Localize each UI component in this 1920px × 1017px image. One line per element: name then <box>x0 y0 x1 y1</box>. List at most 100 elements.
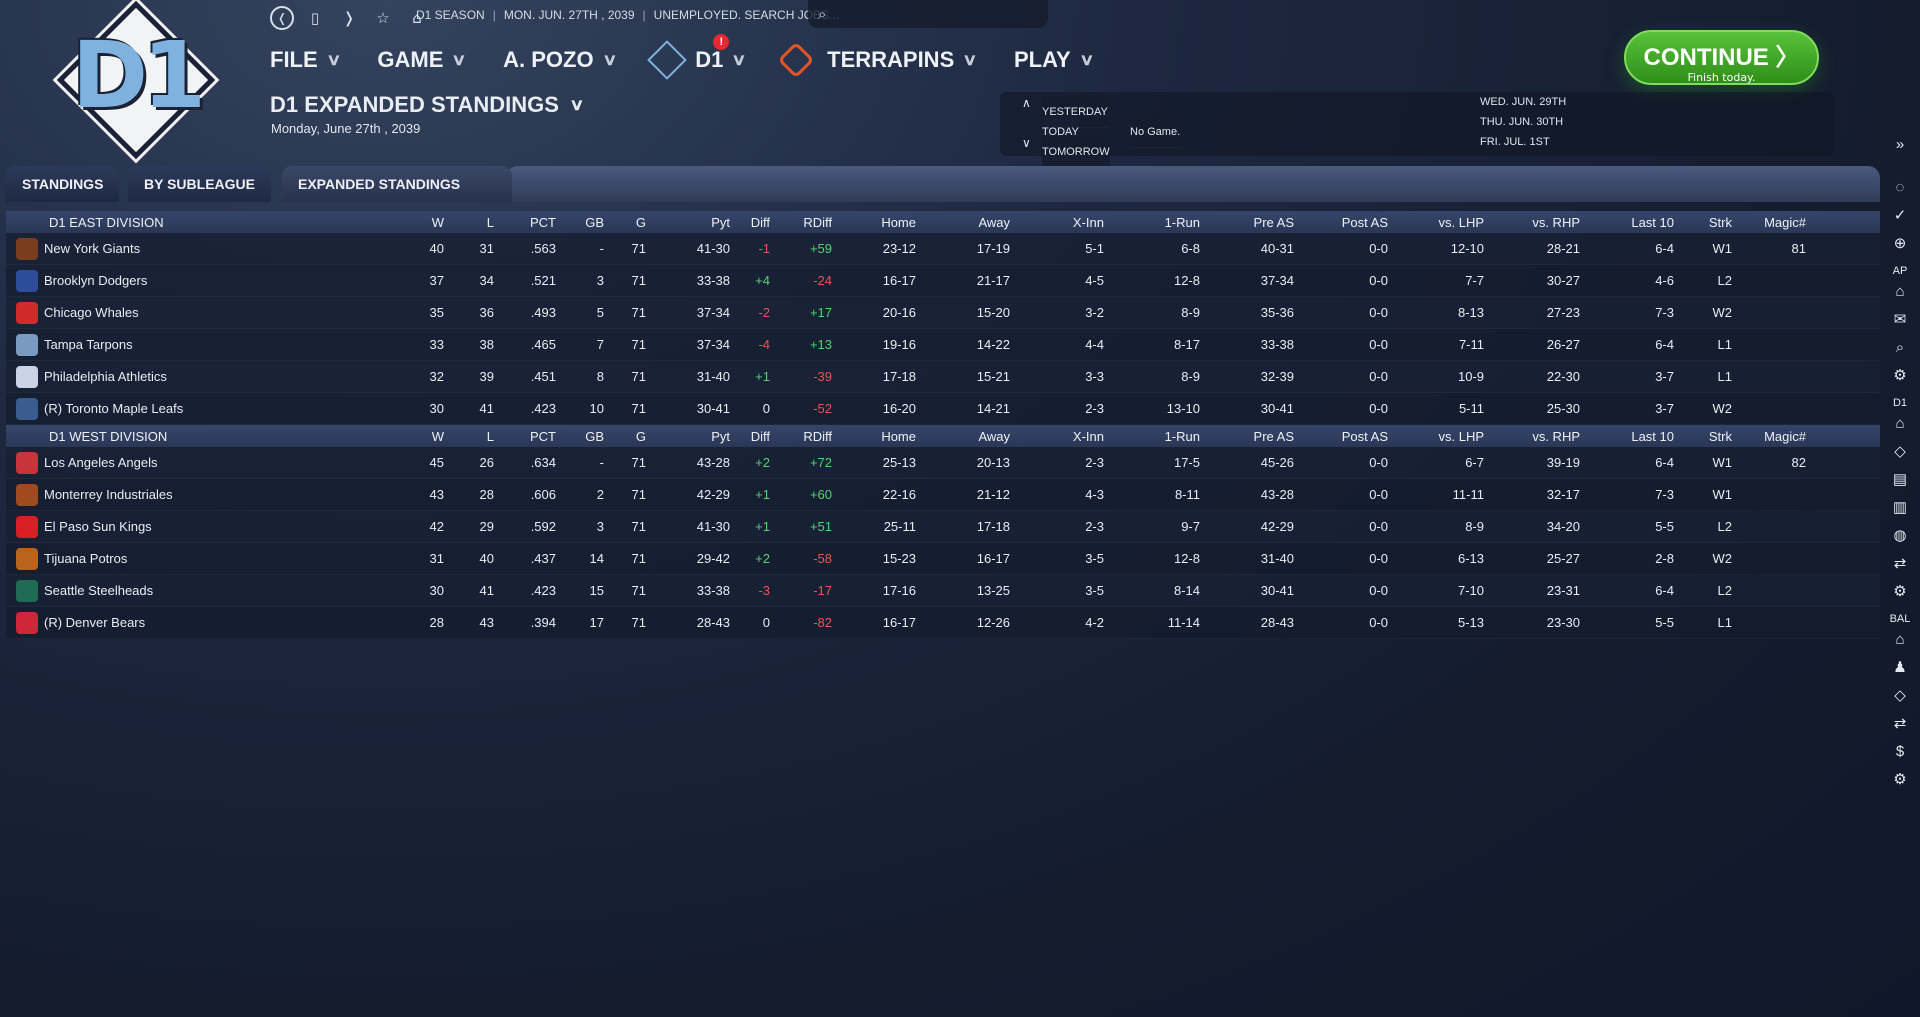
team-name-link[interactable]: Tijuana Potros <box>44 551 128 566</box>
column-header[interactable]: W <box>431 214 444 230</box>
team-name-link[interactable]: Tampa Tarpons <box>44 337 133 352</box>
column-header[interactable]: G <box>635 214 646 230</box>
gear-icon[interactable]: ⚙ <box>1893 771 1907 788</box>
column-header[interactable]: 1-Run <box>1164 428 1200 444</box>
column-header[interactable]: W <box>431 428 444 444</box>
column-header[interactable]: Diff <box>750 428 770 444</box>
team-name-link[interactable]: New York Giants <box>44 241 141 256</box>
menu-manager[interactable]: A. POZO ∨ <box>503 47 617 73</box>
column-header[interactable]: 1-Run <box>1164 214 1200 230</box>
home-icon[interactable]: ⌂ <box>412 9 422 27</box>
table-row[interactable]: Seattle Steelheads 30 41 .423 15 71 33-38 -3 -17… <box>6 575 1880 607</box>
table-row[interactable]: Tampa Tarpons 33 38 .465 7 71 37-34 -4 +13 19-16 1… <box>6 329 1880 361</box>
column-header[interactable]: L <box>486 214 494 230</box>
column-header[interactable]: X-Inn <box>1072 428 1104 444</box>
mail-icon[interactable]: ✉ <box>1893 311 1907 328</box>
table-row[interactable]: Monterrey Industriales 43 28 .606 2 71 42-29 +1… <box>6 479 1880 511</box>
menu-league[interactable]: D1 ! ∨ <box>647 34 747 80</box>
dollar-icon[interactable]: $ <box>1895 742 1905 760</box>
tab-by-subleague[interactable]: BY SUBLEAGUE <box>128 166 271 202</box>
column-header[interactable]: Home <box>881 428 916 444</box>
search-input[interactable] <box>834 7 1035 21</box>
forward-icon[interactable]: ❭ <box>342 9 356 27</box>
team-name-link[interactable]: (R) Denver Bears <box>44 615 146 630</box>
transactions-icon[interactable]: ⇄ <box>1893 715 1907 732</box>
column-header[interactable]: vs. LHP <box>1438 214 1484 230</box>
gear-icon[interactable]: ⚙ <box>1893 367 1907 384</box>
diamond-icon[interactable]: ◇ <box>1894 443 1906 460</box>
chevron-up-icon[interactable]: ∧ <box>1022 96 1031 110</box>
menu-file[interactable]: FILE ∨ <box>270 47 341 73</box>
menu-game[interactable]: GAME ∨ <box>377 47 466 73</box>
bookmark-icon[interactable]: ▯ <box>310 9 320 27</box>
column-header[interactable]: PCT <box>530 428 556 444</box>
diamond-icon[interactable]: ◇ <box>1894 687 1906 704</box>
column-header[interactable]: Magic# <box>1764 428 1806 444</box>
continue-button[interactable]: CONTINUE 〉 Finish today. <box>1624 30 1819 85</box>
collapse-icon[interactable]: » <box>1895 135 1905 153</box>
column-header[interactable]: vs. RHP <box>1532 214 1580 230</box>
column-header[interactable]: vs. RHP <box>1532 428 1580 444</box>
tab-expanded-standings[interactable]: EXPANDED STANDINGS <box>282 166 512 202</box>
table-row[interactable]: El Paso Sun Kings 42 29 .592 3 71 41-30 +1 +51 25… <box>6 511 1880 543</box>
team-name-link[interactable]: Los Angeles Angels <box>44 455 158 470</box>
page-title[interactable]: D1 EXPANDED STANDINGS ∨ <box>270 92 584 118</box>
home-icon[interactable]: ⌂ <box>1895 282 1905 300</box>
team-name-link[interactable]: Monterrey Industriales <box>44 487 173 502</box>
gear-icon[interactable]: ⚙ <box>1893 583 1907 600</box>
column-header[interactable]: RDiff <box>803 214 832 230</box>
search-box[interactable]: ⌕ <box>808 0 1048 28</box>
search-icon[interactable]: ⌕ <box>1895 338 1905 356</box>
column-header[interactable]: GB <box>585 428 604 444</box>
team-name-link[interactable]: Seattle Steelheads <box>44 583 154 598</box>
menu-play[interactable]: PLAY ∨ <box>1014 47 1094 73</box>
column-header[interactable]: Pyt <box>711 214 730 230</box>
star-icon[interactable]: ☆ <box>376 9 390 27</box>
context-job-status[interactable]: UNEMPLOYED. SEARCH JOBS... <box>653 8 840 22</box>
team-name-link[interactable]: (R) Toronto Maple Leafs <box>44 401 184 416</box>
tab-standings[interactable]: STANDINGS <box>6 166 120 202</box>
table-row[interactable]: (R) Denver Bears 28 43 .394 17 71 28-43 0 -82 16-… <box>6 607 1880 639</box>
baseball-icon[interactable]: ◍ <box>1893 527 1907 544</box>
column-header[interactable]: L <box>486 428 494 444</box>
checkmark-icon[interactable]: ✓ <box>1893 207 1907 224</box>
column-header[interactable]: PCT <box>530 214 556 230</box>
column-header[interactable]: G <box>635 428 646 444</box>
home-icon[interactable]: ⌂ <box>1895 414 1905 432</box>
globe-icon[interactable]: ⊕ <box>1893 235 1907 252</box>
column-header[interactable]: Last 10 <box>1631 428 1674 444</box>
column-header[interactable]: Pre AS <box>1253 428 1294 444</box>
home-icon[interactable]: ⌂ <box>1895 630 1905 648</box>
column-header[interactable]: Pyt <box>711 428 730 444</box>
column-header[interactable]: RDiff <box>803 428 832 444</box>
chevron-down-icon[interactable]: ∨ <box>1022 136 1031 150</box>
column-header[interactable]: Magic# <box>1764 214 1806 230</box>
column-header[interactable]: Home <box>881 214 916 230</box>
column-header[interactable]: vs. LHP <box>1438 428 1484 444</box>
menu-team[interactable]: TERRAPINS ∨ <box>777 41 978 79</box>
transactions-icon[interactable]: ⇄ <box>1893 555 1907 572</box>
table-row[interactable]: Los Angeles Angels 45 26 .634 - 71 43-28 +2 +72 2… <box>6 447 1880 479</box>
table-row[interactable]: Philadelphia Athletics 32 39 .451 8 71 31-40 +1… <box>6 361 1880 393</box>
column-header[interactable]: Diff <box>750 214 770 230</box>
id-card-icon[interactable]: ▤ <box>1892 471 1908 488</box>
team-name-link[interactable]: Chicago Whales <box>44 305 139 320</box>
lightbulb-icon[interactable]: ◌ <box>1895 178 1905 196</box>
table-row[interactable]: Chicago Whales 35 36 .493 5 71 37-34 -2 +17 20-16… <box>6 297 1880 329</box>
table-row[interactable]: New York Giants 40 31 .563 - 71 41-30 -1 +59 23-1… <box>6 233 1880 265</box>
column-header[interactable]: X-Inn <box>1072 214 1104 230</box>
column-header[interactable]: GB <box>585 214 604 230</box>
team-name-link[interactable]: Philadelphia Athletics <box>44 369 167 384</box>
back-icon[interactable]: ❬ <box>270 6 294 30</box>
roster-icon[interactable]: ♟ <box>1893 659 1907 676</box>
column-header[interactable]: Strk <box>1708 428 1732 444</box>
table-row[interactable]: Tijuana Potros 31 40 .437 14 71 29-42 +2 -58 15-2… <box>6 543 1880 575</box>
team-name-link[interactable]: Brooklyn Dodgers <box>44 273 148 288</box>
column-header[interactable]: Post AS <box>1341 214 1388 230</box>
table-row[interactable]: (R) Toronto Maple Leafs 30 41 .423 10 71 30-41… <box>6 393 1880 425</box>
team-name-link[interactable]: El Paso Sun Kings <box>44 519 152 534</box>
column-header[interactable]: Away <box>978 214 1010 230</box>
column-header[interactable]: Strk <box>1708 214 1732 230</box>
column-header[interactable]: Away <box>978 428 1010 444</box>
bar-chart-icon[interactable]: ▥ <box>1892 499 1908 516</box>
